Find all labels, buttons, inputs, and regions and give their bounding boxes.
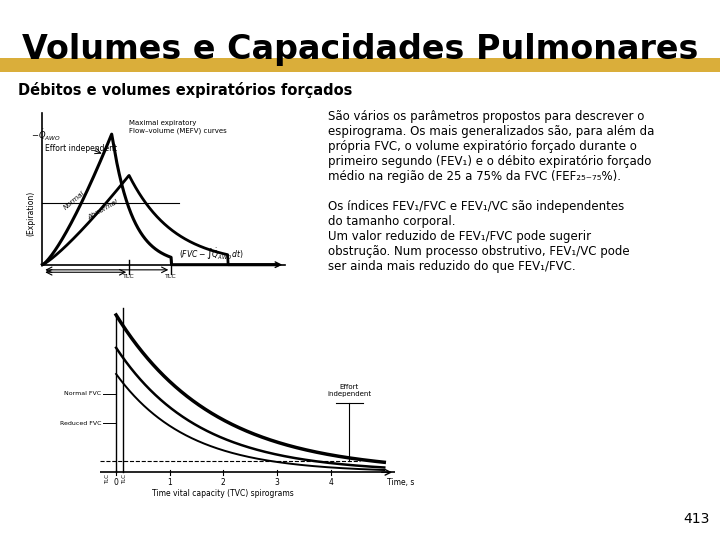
Text: Time, s: Time, s: [387, 478, 414, 487]
Text: $-\dot{Q}_{AWO}$: $-\dot{Q}_{AWO}$: [31, 127, 61, 143]
Text: obstrução. Num processo obstrutivo, FEV₁/VC pode: obstrução. Num processo obstrutivo, FEV₁…: [328, 245, 629, 258]
Text: Abnormal: Abnormal: [87, 199, 120, 221]
Text: 0: 0: [114, 478, 119, 487]
Text: $(FVC - \int\dot{Q}_{AWO}dt)$: $(FVC - \int\dot{Q}_{AWO}dt)$: [179, 246, 243, 262]
Text: TLC: TLC: [104, 474, 109, 484]
Text: 3: 3: [274, 478, 279, 487]
Text: Effort independent: Effort independent: [45, 144, 117, 153]
Bar: [0, 58, 720, 72]
Text: TLC: TLC: [166, 274, 177, 279]
Text: 413: 413: [683, 512, 710, 526]
Text: espirograma. Os mais generalizados são, para além da: espirograma. Os mais generalizados são, …: [328, 125, 654, 138]
Text: Débitos e volumes expiratórios forçados: Débitos e volumes expiratórios forçados: [18, 82, 352, 98]
Text: TLC: TLC: [123, 274, 135, 279]
Text: São vários os parâmetros propostos para descrever o: São vários os parâmetros propostos para …: [328, 110, 644, 123]
Text: primeiro segundo (FEV₁) e o débito expiratório forçado: primeiro segundo (FEV₁) e o débito expir…: [328, 155, 652, 168]
Text: Um valor reduzido de FEV₁/FVC pode sugerir: Um valor reduzido de FEV₁/FVC pode suger…: [328, 230, 591, 243]
Text: Normal FVC: Normal FVC: [65, 391, 102, 396]
Text: Maximal expiratory
Flow–volume (MEFV) curves: Maximal expiratory Flow–volume (MEFV) cu…: [129, 120, 227, 134]
Text: Normal: Normal: [62, 190, 86, 211]
Text: médio na região de 25 a 75% da FVC (FEF₂₅₋₇₅%).: médio na região de 25 a 75% da FVC (FEF₂…: [328, 170, 621, 183]
Text: ser ainda mais reduzido do que FEV₁/FVC.: ser ainda mais reduzido do que FEV₁/FVC.: [328, 260, 575, 273]
Text: própria FVC, o volume expiratório forçado durante o: própria FVC, o volume expiratório forçad…: [328, 140, 637, 153]
Text: TLC: TLC: [122, 474, 127, 484]
Text: 1: 1: [167, 478, 172, 487]
Text: Reduced FVC: Reduced FVC: [60, 421, 102, 426]
Text: do tamanho corporal.: do tamanho corporal.: [328, 215, 456, 228]
Text: Os índices FEV₁/FVC e FEV₁/VC são independentes: Os índices FEV₁/FVC e FEV₁/VC são indepe…: [328, 200, 624, 213]
Text: Volumes e Capacidades Pulmonares: Volumes e Capacidades Pulmonares: [22, 33, 698, 66]
Text: (Expiration): (Expiration): [27, 191, 36, 236]
Text: 4: 4: [328, 478, 333, 487]
Text: Effort
independent: Effort independent: [328, 383, 372, 397]
Text: 2: 2: [221, 478, 226, 487]
Text: Time vital capacity (TVC) spirograms: Time vital capacity (TVC) spirograms: [153, 489, 294, 498]
